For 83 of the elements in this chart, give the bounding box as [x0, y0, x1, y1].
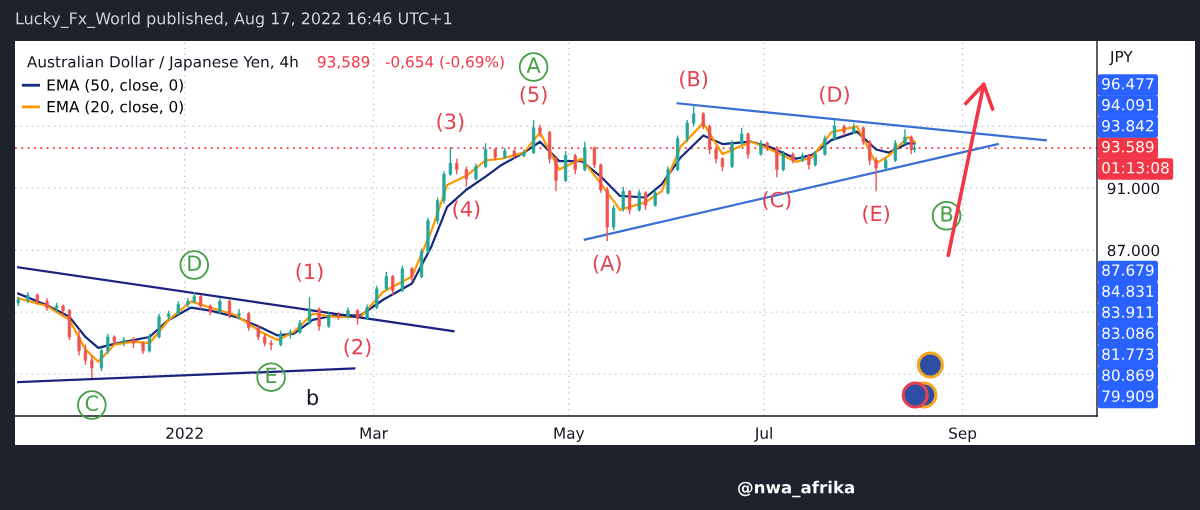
text: 01:13:08	[1102, 161, 1169, 174]
candlestick	[464, 165, 468, 188]
annotation: (C)	[763, 191, 791, 210]
candlestick	[573, 153, 577, 175]
candlestick	[307, 296, 312, 326]
annotation: (1)	[296, 263, 323, 282]
candlestick	[861, 125, 865, 146]
candlestick	[730, 139, 734, 169]
candlestick	[708, 123, 712, 155]
annotation: (3)	[437, 113, 464, 132]
candlestick	[375, 285, 379, 310]
candlestick	[746, 131, 750, 160]
chart-title: Lucky_Fx_World published, Aug 17, 2022 16:46 UTC+1	[16, 12, 452, 28]
candlestick	[90, 354, 94, 379]
candlestick	[106, 333, 110, 355]
candlestick	[186, 297, 190, 309]
y-tick-label: 91.000	[1107, 182, 1160, 195]
y-axis-title: JPY	[1109, 50, 1133, 66]
candlestick	[666, 165, 670, 196]
candlestick	[592, 145, 597, 169]
candlestick	[781, 150, 785, 172]
candlestick	[247, 311, 251, 332]
annotation: B	[941, 206, 953, 222]
text: 93.842	[1102, 119, 1154, 132]
text: 80.869	[1102, 369, 1154, 381]
candlestick	[644, 190, 648, 211]
x-tick-label: Sep	[949, 427, 977, 442]
candlestick	[122, 336, 126, 347]
text: 96.477	[1102, 77, 1154, 90]
annotation: (A)	[593, 254, 621, 274]
legend-label: EMA (50, close, 0)	[47, 78, 183, 93]
candlestick	[893, 139, 897, 163]
text: 81.773	[1102, 348, 1154, 360]
candlestick	[612, 204, 616, 231]
candlestick	[823, 134, 827, 157]
x-tick-label: Mar	[360, 427, 388, 439]
annotation: (4)	[453, 200, 480, 220]
candlestick	[400, 264, 404, 293]
text: 83.911	[1102, 306, 1154, 318]
x-tick-label: Jul	[754, 427, 772, 442]
text: 87.679	[1102, 264, 1154, 276]
candlestick	[448, 146, 452, 177]
candlestick	[269, 339, 273, 351]
candlestick	[554, 154, 558, 193]
candlestick	[77, 328, 81, 357]
text: 84.831	[1102, 285, 1154, 297]
annotation: (D)	[820, 85, 849, 105]
candlestick	[483, 142, 488, 169]
annotation: 93,589 -0,654 (-0,69%)	[317, 55, 504, 70]
candlestick	[583, 141, 587, 172]
annotation: (B)	[680, 70, 708, 90]
candlestick	[685, 119, 689, 143]
candlestick	[775, 145, 779, 179]
annotation: D	[188, 255, 202, 271]
x-tick-label: May	[554, 427, 585, 442]
ref-line-label: 93.589	[1102, 140, 1154, 153]
annotation: C	[85, 395, 98, 412]
annotation: A	[526, 57, 541, 73]
candlestick	[83, 344, 88, 366]
candlestick	[621, 185, 625, 213]
y-tick-label: 87.000	[1107, 244, 1160, 257]
annotation: (E)	[863, 205, 890, 224]
candlestick	[227, 299, 232, 320]
text: Australian Dollar / Japanese Yen, 4h	[27, 55, 298, 71]
annotation: (5)	[520, 85, 547, 105]
text: @nwa_afrika	[738, 480, 854, 498]
x-tick-label: 2022	[166, 427, 203, 439]
candlestick	[832, 119, 837, 141]
text: 79.909	[1102, 390, 1154, 402]
candlestick	[628, 189, 632, 216]
candlestick	[391, 274, 395, 296]
candlestick	[99, 347, 104, 372]
text: 83.086	[1102, 327, 1154, 339]
legend-label: EMA (20, close, 0)	[47, 100, 183, 115]
candlestick	[435, 196, 440, 225]
annotation: b	[307, 389, 319, 406]
candlestick	[874, 156, 878, 193]
candlestick	[157, 313, 161, 340]
text: 94.091	[1102, 98, 1154, 111]
candlestick	[692, 103, 696, 127]
annotation: (2)	[344, 338, 371, 358]
candlestick	[237, 308, 241, 320]
candlestick	[868, 139, 872, 166]
